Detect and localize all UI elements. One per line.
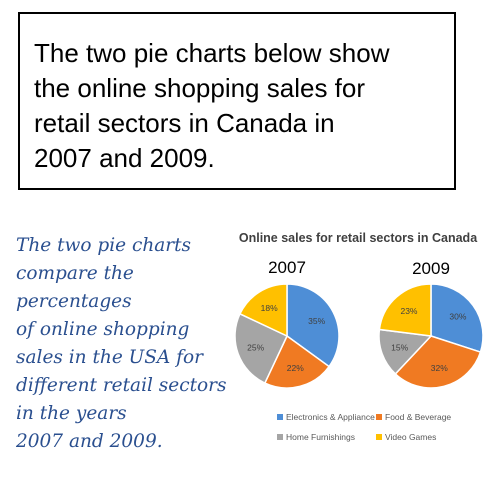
answer-line: sales in the USA for <box>16 347 203 368</box>
legend-label: Electronics & Appliance <box>286 412 375 422</box>
legend-label: Food & Beverage <box>385 412 451 422</box>
pie-data-label: 30% <box>449 311 466 321</box>
prompt-line: the online shopping sales for <box>34 73 366 103</box>
pie-slice <box>378 283 432 337</box>
answer-line: different retail sectors <box>16 375 227 396</box>
prompt-line: The two pie charts below show <box>34 38 390 68</box>
legend-swatch <box>376 414 382 420</box>
legend-swatch <box>376 434 382 440</box>
answer-line: of online shopping <box>16 319 190 340</box>
answer-line: compare the percentages <box>16 263 134 312</box>
pie-data-label: 35% <box>308 316 325 326</box>
pie-slice <box>234 312 288 385</box>
answer-line: The two pie charts <box>16 235 192 256</box>
pie-slice <box>394 335 482 389</box>
pie-slice <box>378 328 433 375</box>
pie-year-label: 2009 <box>412 259 450 278</box>
answer-line: in the years <box>16 403 127 424</box>
pie-slice <box>286 283 340 368</box>
legend-label: Home Furnishings <box>286 432 355 442</box>
pie-slice <box>238 283 288 338</box>
chart-legend: Electronics & Appliance Food & Beverage Ho… <box>277 412 451 442</box>
prompt-line: retail sectors in Canada in <box>34 108 335 138</box>
pie-data-label: 32% <box>431 363 448 373</box>
pie-data-label: 25% <box>247 342 264 352</box>
pie-data-label: 18% <box>261 303 278 313</box>
pie-slice <box>430 283 484 354</box>
legend-swatch <box>277 434 283 440</box>
pie-data-label: 22% <box>287 363 304 373</box>
pie-data-label: 23% <box>400 306 417 316</box>
pie-year-label: 2007 <box>268 258 306 277</box>
task-prompt-box: The two pie charts below show the online… <box>18 12 456 190</box>
prompt-line: 2007 and 2009. <box>34 143 215 173</box>
legend-label: Video Games <box>385 432 436 442</box>
answer-line: 2007 and 2009. <box>16 431 163 452</box>
pies: 2007 35% 22% 25% 18% 2009 30% 32% 15% 23% <box>234 258 484 389</box>
legend-swatch <box>277 414 283 420</box>
chart-title: Online sales for retail sectors in Canad… <box>239 231 478 245</box>
pie-data-label: 15% <box>391 342 408 352</box>
handwritten-answer: The two pie charts compare the percentag… <box>16 232 248 456</box>
